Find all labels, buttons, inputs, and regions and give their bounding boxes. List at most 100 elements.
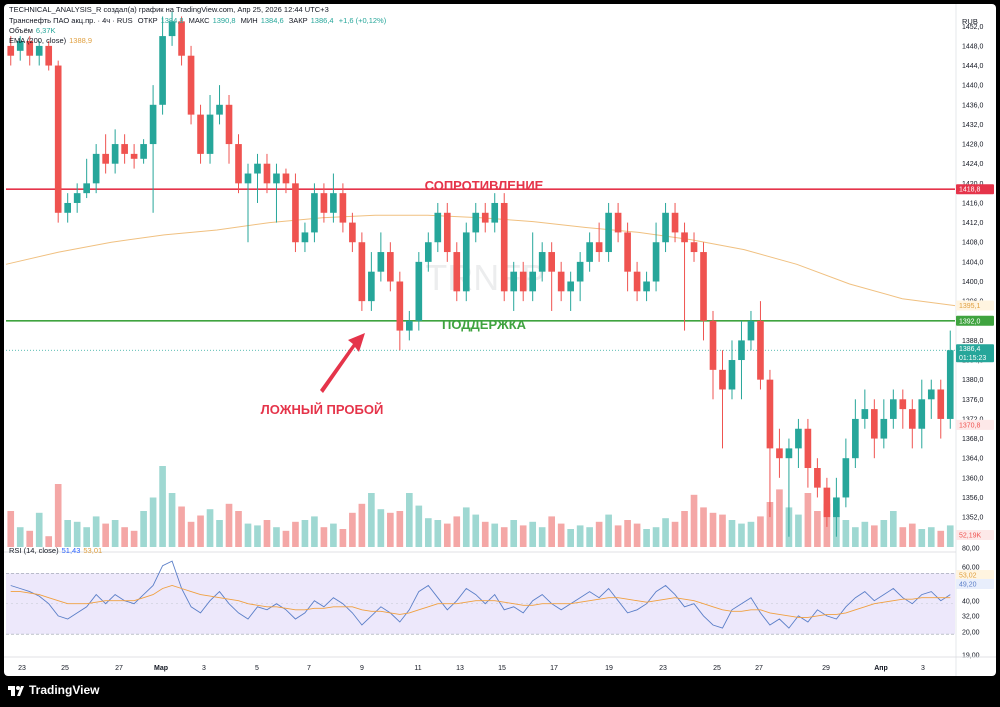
price-tick-label: 1376,0 [962, 397, 984, 404]
volume-bar [206, 509, 214, 547]
volume-bar [254, 525, 261, 547]
price-tick-label: 1416,0 [962, 200, 984, 207]
time-tick-label: 25 [713, 665, 721, 672]
volume-bar [586, 527, 593, 547]
rsi-value-tag: 49,20 [959, 582, 977, 589]
price-tick-label: 1400,0 [962, 279, 984, 286]
candle-body [377, 252, 385, 272]
candle-body [576, 261, 584, 282]
candle-body [301, 232, 309, 243]
volume-bar [396, 511, 404, 547]
last-price-tag: 1386,4 [959, 346, 981, 353]
candle-body [861, 409, 869, 419]
time-tick-label: 27 [115, 665, 123, 672]
price-tick-label: 1408,0 [962, 240, 984, 247]
symbol-legend[interactable]: Транснефть ПАО акц.пр. · 4ч · RUS ОТКР 13… [9, 16, 387, 25]
rsi-tick-label: 60,00 [962, 565, 980, 572]
volume-bar [946, 525, 954, 547]
resistance-price-tag: 1418,8 [959, 187, 981, 194]
time-tick-label: 3 [921, 665, 925, 672]
volume-legend[interactable]: Объём 6,37K [9, 26, 56, 35]
volume-bar [187, 521, 195, 547]
candle-body [187, 55, 195, 115]
false-breakout-label: ЛОЖНЫЙ ПРОБОЙ [261, 402, 384, 417]
candle-body [462, 232, 470, 292]
candle-body [396, 281, 404, 331]
resistance-price-tag-bg [956, 184, 994, 195]
chart-svg[interactable]: 1452,0 1448,0 1444,0 1440,0 1436,0 1432,0 1428… [4, 4, 996, 676]
price-tick-label: 1380,0 [962, 377, 984, 384]
price-tick-label: 1356,0 [962, 495, 984, 502]
candle-body [311, 193, 318, 233]
candle-body [368, 271, 375, 302]
candle-body [567, 281, 574, 292]
volume-bar [45, 536, 53, 547]
volume-tag-bg [956, 530, 994, 540]
candle-body [908, 409, 916, 429]
volume-bar [567, 529, 574, 547]
candle-body [244, 173, 252, 184]
candle-body [757, 320, 764, 380]
time-tick-label: 7 [307, 665, 311, 672]
candle-body [852, 418, 859, 459]
volume-bar [633, 523, 641, 547]
time-tick-label: 25 [61, 665, 69, 672]
candle-body [481, 212, 489, 223]
volume-bar [472, 514, 480, 547]
candle-body [633, 271, 641, 292]
volume-bar [747, 521, 755, 547]
volume-bar [273, 527, 280, 547]
candle-body [16, 40, 24, 51]
candle-body [292, 183, 299, 243]
price-tick-label: 1364,0 [962, 456, 984, 463]
time-tick-label: 17 [550, 665, 558, 672]
volume-bar [871, 525, 878, 547]
volume-bar [292, 521, 299, 547]
volume-bar [757, 516, 764, 547]
volume-bar [804, 493, 812, 547]
candle-body [282, 173, 290, 184]
volume-bar [662, 518, 669, 547]
volume-bar [491, 523, 499, 547]
ema-legend[interactable]: EMA (200, close) 1388,9 [9, 36, 93, 45]
candle-body [738, 340, 745, 361]
volume-bar [121, 527, 128, 547]
candle-body [889, 399, 897, 419]
time-tick-label: 9 [360, 665, 364, 672]
volume-bar [481, 521, 489, 547]
time-tick-label: 23 [659, 665, 667, 672]
volume-bar [614, 525, 622, 547]
volume-bar [16, 527, 24, 547]
volume-bar [387, 512, 394, 547]
volume-bar [880, 520, 888, 547]
volume-bar [719, 514, 726, 547]
candle-body [728, 360, 736, 390]
candle-body [206, 114, 214, 154]
volume-bar [605, 514, 612, 547]
volume-bar [159, 466, 166, 547]
price-tick-label: 1412,0 [962, 220, 984, 227]
candle-body [45, 45, 53, 66]
time-tick-label: 5 [255, 665, 259, 672]
candle-body [102, 153, 109, 164]
tradingview-footer[interactable]: TradingView [8, 683, 99, 697]
candle-body [519, 271, 527, 292]
volume-bar [624, 520, 631, 547]
candle-body [719, 369, 726, 390]
candle-body [662, 212, 669, 243]
support-label: ПОДДЕРЖКА [442, 317, 527, 332]
ema-price-tag-bg [956, 300, 994, 311]
rsi-legend[interactable]: RSI (14, close) 51,43 53,01 [9, 546, 103, 555]
candle-body [92, 153, 100, 184]
candle-body [814, 468, 821, 488]
candle-body [434, 212, 442, 243]
price-tick-label: 1432,0 [962, 122, 984, 129]
chart-credit: TECHNICAL_ANALYSIS_R создал(а) график на… [9, 5, 329, 14]
tradingview-logo-icon [8, 684, 24, 696]
candle-body [510, 271, 518, 292]
volume-bar [235, 511, 242, 547]
volume-bar [776, 489, 783, 547]
volume-bar [244, 523, 252, 547]
volume-bar [861, 521, 869, 547]
candle-body [415, 261, 423, 321]
